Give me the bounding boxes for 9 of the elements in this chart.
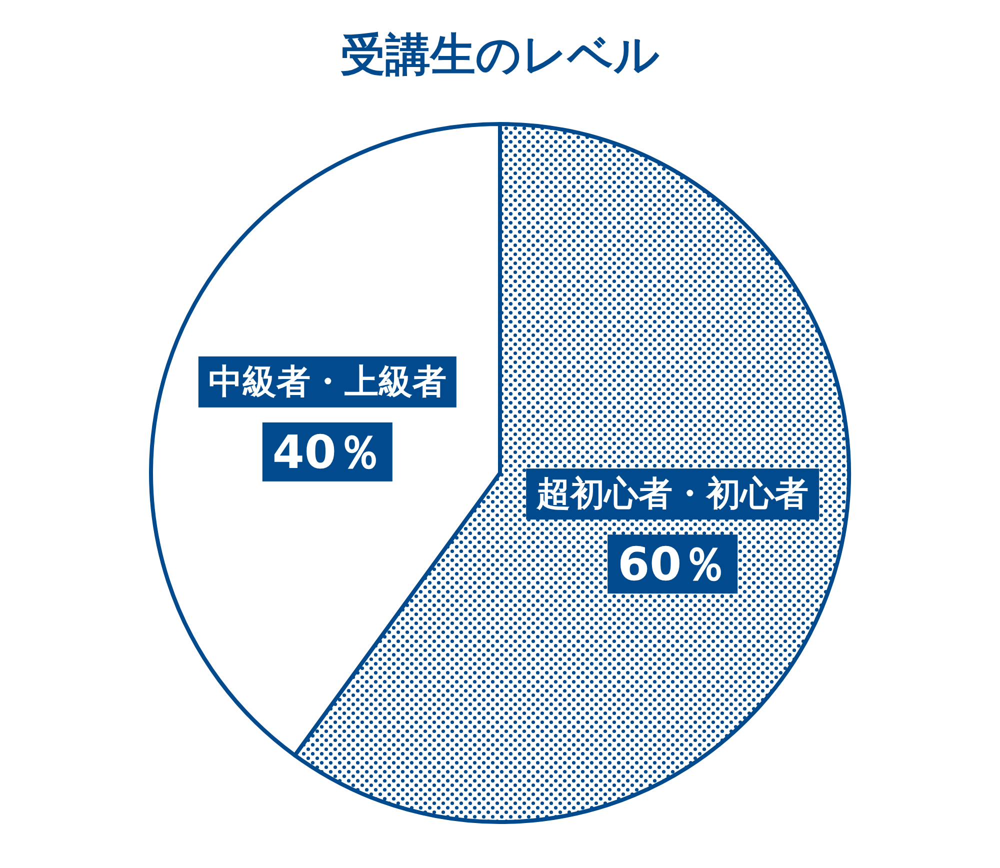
title: 受講生のレベル: [340, 28, 660, 81]
category-label: 超初心者・初心者: [526, 468, 820, 520]
data-label: 40％: [272, 424, 382, 479]
value-label: 60％: [608, 534, 738, 594]
slice-label: 中級者・上級者: [208, 362, 446, 402]
category-label: 中級者・上級者: [198, 356, 456, 408]
value-label: 40％: [262, 422, 392, 482]
data-label: 60％: [618, 537, 728, 592]
slice-label: 超初心者・初心者: [536, 474, 809, 514]
